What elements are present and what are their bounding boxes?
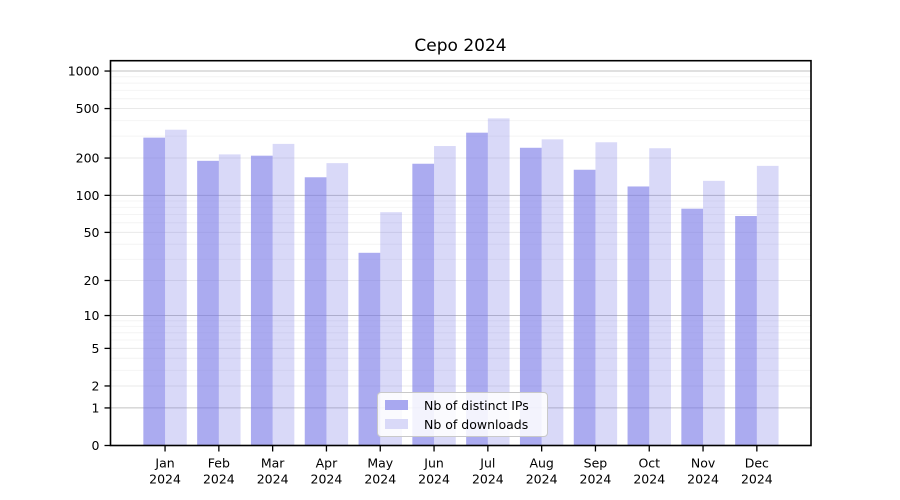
bar-downloads-aug	[541, 139, 564, 446]
y-tick-label-100: 100	[76, 188, 100, 203]
y-tick-label-1: 1	[92, 400, 100, 415]
y-tick-label-0: 0	[92, 438, 100, 453]
y-tick-label-200: 200	[76, 151, 100, 166]
x-tick-label-mar: Mar 2024	[257, 456, 289, 487]
y-tick-label-1000: 1000	[68, 64, 100, 79]
bar-distinct-ips-oct	[627, 186, 650, 446]
bar-downloads-jul	[487, 118, 510, 446]
x-tick-label-oct: Oct 2024	[633, 456, 665, 487]
bar-downloads-dec	[756, 165, 779, 446]
y-tick-label-2: 2	[92, 378, 100, 393]
x-tick-label-apr: Apr 2024	[311, 456, 343, 487]
x-tick-label-jun: Jun 2024	[418, 456, 450, 487]
x-tick-label-sep: Sep 2024	[580, 456, 612, 487]
x-tick-label-may: May 2024	[364, 456, 396, 487]
x-tick-label-nov: Nov 2024	[687, 456, 719, 487]
bar-downloads-apr	[326, 163, 349, 446]
bar-distinct-ips-feb	[197, 160, 219, 446]
bar-downloads-may	[380, 212, 402, 446]
bar-distinct-ips-nov	[681, 208, 704, 446]
bar-distinct-ips-mar	[250, 155, 273, 446]
chart-title: Cepo 2024	[414, 36, 507, 56]
legend-item-downloads: Nb of downloads	[385, 416, 539, 432]
y-tick-label-50: 50	[84, 225, 100, 240]
x-tick-label-feb: Feb 2024	[203, 456, 235, 487]
bar-distinct-ips-may	[358, 252, 381, 446]
legend-item-distinct-ips: Nb of distinct IPs	[385, 397, 539, 413]
y-tick-label-20: 20	[84, 273, 100, 288]
bar-distinct-ips-dec	[735, 216, 757, 446]
bar-downloads-nov	[703, 180, 725, 446]
bar-downloads-mar	[272, 143, 295, 446]
x-tick-label-aug: Aug 2024	[526, 456, 558, 487]
legend-label-distinct-ips: Nb of distinct IPs	[424, 397, 529, 413]
x-tick-label-jan: Jan 2024	[149, 456, 181, 487]
y-tick-label-5: 5	[92, 341, 100, 356]
bar-downloads-jun	[434, 146, 456, 446]
legend-swatch-downloads	[385, 419, 408, 429]
bar-distinct-ips-jul	[466, 132, 488, 446]
x-tick-label-jul: Jul 2024	[472, 456, 504, 487]
bar-distinct-ips-apr	[304, 177, 327, 446]
y-tick-label-500: 500	[76, 101, 100, 116]
bar-downloads-feb	[218, 154, 241, 446]
legend: Nb of distinct IPs Nb of downloads	[377, 392, 548, 437]
bar-downloads-sep	[595, 142, 618, 446]
plot-border	[109, 59, 812, 447]
bar-downloads-jan	[165, 129, 187, 446]
legend-label-downloads: Nb of downloads	[424, 416, 529, 432]
legend-swatch-distinct-ips	[385, 400, 408, 410]
y-tick-label-10: 10	[84, 308, 100, 323]
bar-distinct-ips-sep	[573, 169, 596, 446]
bar-downloads-oct	[649, 148, 671, 446]
bar-distinct-ips-jan	[143, 137, 166, 446]
bar-distinct-ips-aug	[519, 147, 542, 446]
x-tick-label-dec: Dec 2024	[741, 456, 773, 487]
bar-distinct-ips-jun	[412, 163, 435, 446]
